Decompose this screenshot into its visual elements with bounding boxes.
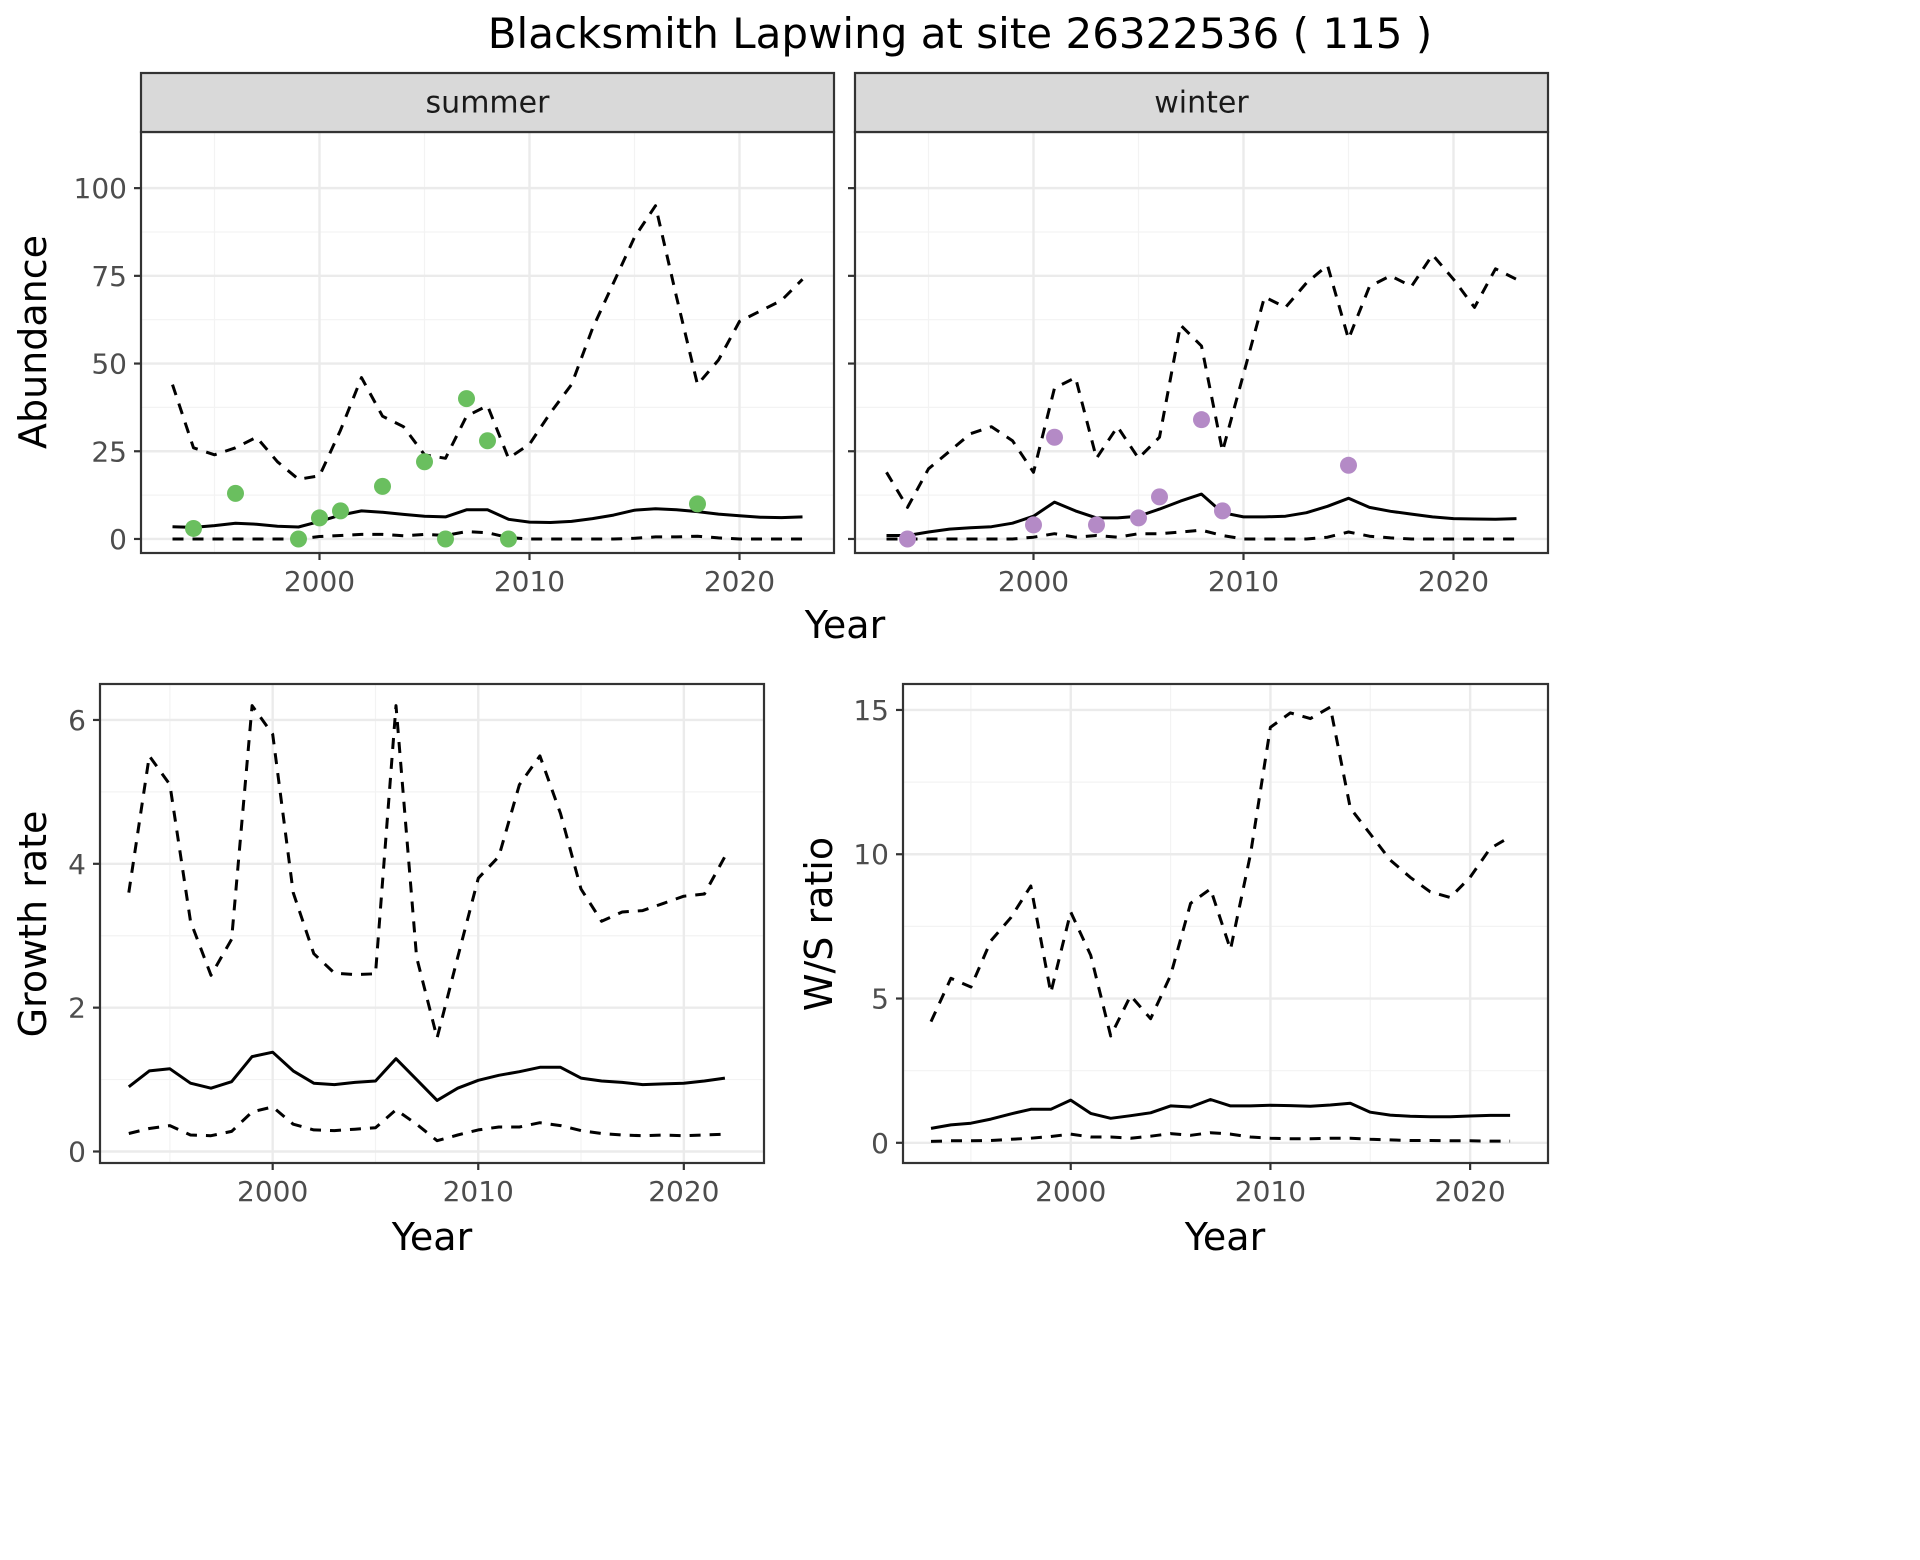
x-tick-label: 2010 [1235,1175,1306,1208]
facet-strip [139,71,836,134]
panel-background [100,684,764,1163]
x-tick-label: 2000 [998,565,1069,598]
data-point-abundance-winter-2005 [1130,509,1147,527]
panel-abundance-summer: summer 2000 2010 2020 0 25 50 75 100 Year Abundanc… [11,71,886,647]
data-point-abundance-winter-2003 [1088,516,1105,534]
data-point-abundance-summer-2008 [479,432,496,450]
facet-strip-label: winter [1154,86,1249,121]
data-point-abundance-summer-1994 [185,519,202,537]
series-line-lower [930,1131,1511,1143]
series-line-lower [886,528,1517,541]
data-point-abundance-winter-2015 [1340,456,1357,474]
series-line-upper [885,253,1518,509]
panel-abundance-winter: winter 2000 2010 2020 [848,71,1550,598]
y-tick-label: 15 [853,694,889,727]
panel-growth-rate: 2000 2010 2020 0 2 4 6 Year Growth rate [11,682,766,1259]
y-axis-title: Abundance [11,235,55,449]
data-point-abundance-winter-2006 [1151,488,1168,506]
series-line-estimate [886,492,1517,537]
data-point-abundance-winter-1994 [899,530,916,548]
series-line-upper [127,704,727,1040]
series-group [929,705,1511,1143]
y-tick-label: 50 [91,348,127,381]
y-tick-label: 6 [68,704,86,737]
x-tick-label: 2010 [1208,565,1279,598]
x-tick-label: 2020 [1418,565,1489,598]
data-point-abundance-summer-2018 [689,495,706,513]
observed-points [899,411,1357,548]
panel-background [855,132,1548,553]
y-tick-label: 0 [68,1135,86,1168]
data-point-abundance-winter-2001 [1046,428,1063,446]
series-line-upper [929,705,1511,1038]
series-line-lower [172,530,803,541]
facet-strip [853,71,1550,134]
data-point-abundance-winter-2009 [1214,502,1231,520]
x-axis-title: Year [1184,1215,1266,1259]
x-tick-label: 2000 [237,1175,308,1208]
series-line-estimate [930,1098,1511,1130]
data-point-abundance-summer-2001 [332,502,349,520]
x-tick-label: 2000 [284,565,355,598]
data-point-abundance-summer-2009 [500,530,517,548]
x-axis-title: Year [804,603,886,647]
data-point-abundance-summer-1996 [227,484,244,502]
panel-ws-ratio: 2000 2010 2020 0 5 10 15 Year W/S ratio [797,682,1550,1259]
data-point-abundance-summer-2000 [311,509,328,527]
panel-background [141,132,834,553]
y-tick-label: 75 [91,260,127,293]
series-line-upper [171,204,804,481]
series-line-lower [128,1105,725,1143]
x-axis-title: Year [391,1215,473,1259]
y-axis-title: W/S ratio [797,837,841,1011]
x-tick-label: 2010 [494,565,565,598]
observed-points [185,390,706,548]
x-tick-label: 2010 [443,1175,514,1208]
y-tick-label: 4 [68,848,86,881]
y-tick-label: 25 [91,435,127,468]
panel-border [901,682,1550,1165]
panel-background [903,684,1548,1163]
y-tick-label: 0 [871,1127,889,1160]
chart-title: Blacksmith Lapwing at site 26322536 ( 11… [488,9,1433,58]
x-tick-label: 2000 [1035,1175,1106,1208]
data-point-abundance-summer-2005 [416,453,433,471]
y-tick-label: 10 [853,838,889,871]
x-tick-label: 2020 [704,565,775,598]
facet-strip-label: summer [426,86,551,121]
panel-border [98,682,766,1165]
series-group [127,704,727,1143]
series-line-estimate [127,1050,726,1102]
y-tick-label: 100 [74,172,127,205]
data-point-abundance-summer-2006 [437,530,454,548]
data-point-abundance-summer-2007 [458,390,475,408]
y-tick-label: 5 [871,983,889,1016]
data-point-abundance-summer-1999 [290,530,307,548]
x-tick-label: 2020 [648,1175,719,1208]
data-point-abundance-winter-2000 [1025,516,1042,534]
y-tick-label: 0 [109,523,127,556]
data-point-abundance-winter-2008 [1193,411,1210,429]
y-tick-label: 2 [68,992,86,1025]
series-group [171,204,804,548]
series-group [885,253,1518,548]
y-axis-title: Growth rate [11,811,55,1038]
x-tick-label: 2020 [1434,1175,1505,1208]
data-point-abundance-summer-2003 [374,477,391,495]
